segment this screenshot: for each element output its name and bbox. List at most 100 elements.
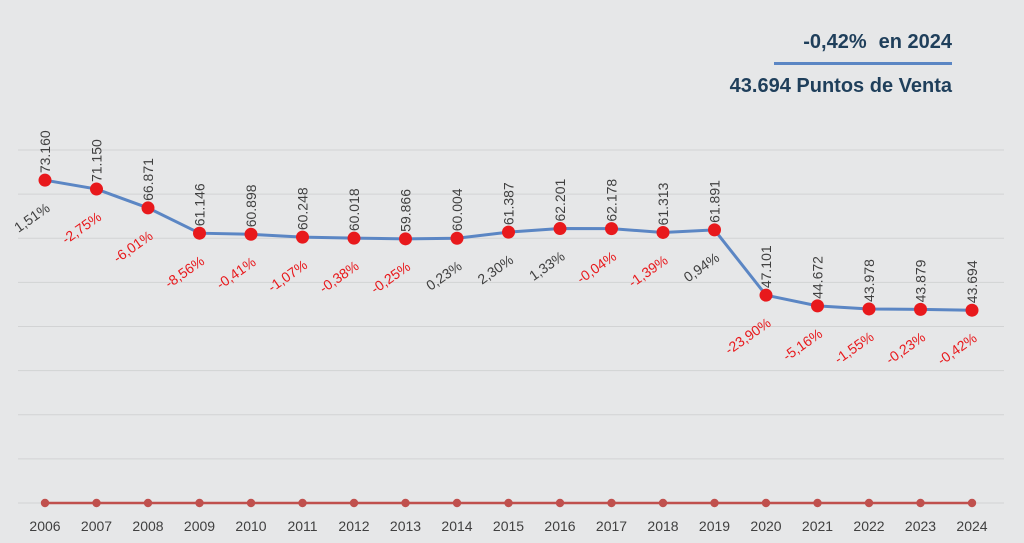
value-label: 43.978 [861, 259, 877, 302]
value-label: 60.248 [295, 187, 311, 230]
baseline-point [452, 498, 462, 508]
x-tick-label: 2010 [235, 518, 266, 534]
percent-label: 1,33% [526, 248, 568, 284]
baseline-point [658, 498, 668, 508]
data-point [450, 231, 464, 245]
percent-change-labels: 1,51% -2,75% -6,01%-8,56% -0,41% -1,07% -0,38… [11, 200, 980, 369]
x-tick-label: 2015 [493, 518, 524, 534]
baseline-point [246, 498, 256, 508]
data-point [811, 299, 824, 313]
value-label: 61.146 [192, 183, 208, 226]
data-point [193, 226, 206, 240]
data-point [708, 223, 721, 237]
baseline-point [349, 498, 359, 508]
x-tick-label: 2021 [802, 518, 833, 534]
headline-top: -0,42% en 2024 [652, 28, 952, 56]
baseline-point [813, 498, 822, 508]
x-tick-label: 2016 [544, 518, 575, 534]
x-tick-label: 2022 [853, 518, 884, 534]
x-tick-label: 2012 [338, 518, 369, 534]
percent-label: 1,51% [11, 200, 53, 236]
x-axis-tick-labels: 2006 2007 2008 2009 2010 2011 2012 2013 2014 2015… [29, 518, 987, 534]
value-label: 73.160 [37, 130, 53, 173]
baseline-point [92, 498, 101, 508]
percent-label: -1,55% [831, 328, 877, 367]
value-label: 60.004 [449, 188, 465, 231]
data-point [759, 288, 773, 302]
percent-label: 0,23% [423, 258, 465, 294]
headline-change: -0,42% [803, 31, 867, 53]
data-point [656, 225, 670, 239]
baseline-point [555, 498, 565, 508]
baseline-point [710, 498, 719, 508]
main-series [38, 173, 979, 317]
x-tick-label: 2006 [29, 518, 60, 534]
percent-label: 0,94% [681, 249, 723, 285]
percent-label: -0,38% [316, 258, 362, 297]
value-label: 59.866 [398, 189, 414, 232]
value-label: 43.694 [964, 260, 980, 303]
data-point [38, 173, 52, 187]
baseline-point [40, 498, 50, 508]
data-point [862, 302, 876, 316]
x-tick-label: 2013 [390, 518, 421, 534]
percent-label: -0,42% [934, 330, 980, 369]
data-point [141, 201, 155, 215]
data-point [502, 225, 515, 239]
value-label: 61.313 [655, 182, 671, 225]
x-tick-label: 2024 [956, 518, 987, 534]
x-tick-label: 2017 [596, 518, 627, 534]
percent-label: -0,23% [883, 329, 929, 368]
percent-label: -0,25% [368, 258, 414, 297]
data-point [347, 231, 361, 245]
data-point [605, 222, 618, 236]
value-label: 44.672 [810, 256, 826, 299]
baseline-point [143, 498, 153, 508]
value-label: 60.898 [243, 184, 259, 227]
x-tick-label: 2008 [132, 518, 163, 534]
data-point [965, 303, 979, 317]
x-tick-label: 2020 [750, 518, 781, 534]
data-point [553, 222, 567, 236]
data-point [399, 232, 412, 246]
baseline-point [967, 498, 977, 508]
percent-label: -1,39% [625, 252, 671, 291]
baseline-point [401, 498, 410, 508]
percent-label: -1,07% [265, 257, 311, 296]
value-label: 62.178 [604, 179, 620, 222]
baseline-point [504, 498, 513, 508]
x-tick-label: 2007 [81, 518, 112, 534]
baseline-point [195, 498, 204, 508]
percent-label: -23,90% [722, 315, 774, 358]
value-label: 61.891 [707, 180, 723, 223]
percent-label: -0,04% [574, 248, 620, 287]
headline-year: en 2024 [878, 31, 952, 53]
headline-rule [774, 62, 952, 65]
headline-box: -0,42% en 2024 43.694 Puntos de Venta [652, 28, 952, 99]
value-labels: 73.160 71.150 66.871 61.146 60.898 60.248 60.0… [37, 130, 980, 303]
x-tick-label: 2009 [184, 518, 215, 534]
value-label: 47.101 [758, 245, 774, 288]
x-tick-label: 2023 [905, 518, 936, 534]
data-point [90, 182, 103, 196]
data-point [244, 227, 258, 241]
value-label: 62.201 [552, 179, 568, 222]
headline-points: 43.694 Puntos de Venta [729, 75, 952, 97]
baseline-series [40, 498, 977, 508]
baseline-point [761, 498, 771, 508]
value-label: 60.018 [346, 188, 362, 231]
x-tick-label: 2018 [647, 518, 678, 534]
value-label: 43.879 [913, 259, 929, 302]
baseline-point [916, 498, 925, 508]
data-point [296, 230, 309, 244]
baseline-point [607, 498, 616, 508]
x-tick-label: 2014 [441, 518, 472, 534]
percent-label: -6,01% [110, 227, 156, 266]
percent-label: -2,75% [59, 208, 105, 247]
percent-label: -8,56% [162, 253, 208, 292]
value-label: 61.387 [501, 182, 517, 225]
baseline-point [298, 498, 307, 508]
value-label: 66.871 [140, 158, 156, 201]
x-tick-label: 2011 [287, 518, 317, 534]
